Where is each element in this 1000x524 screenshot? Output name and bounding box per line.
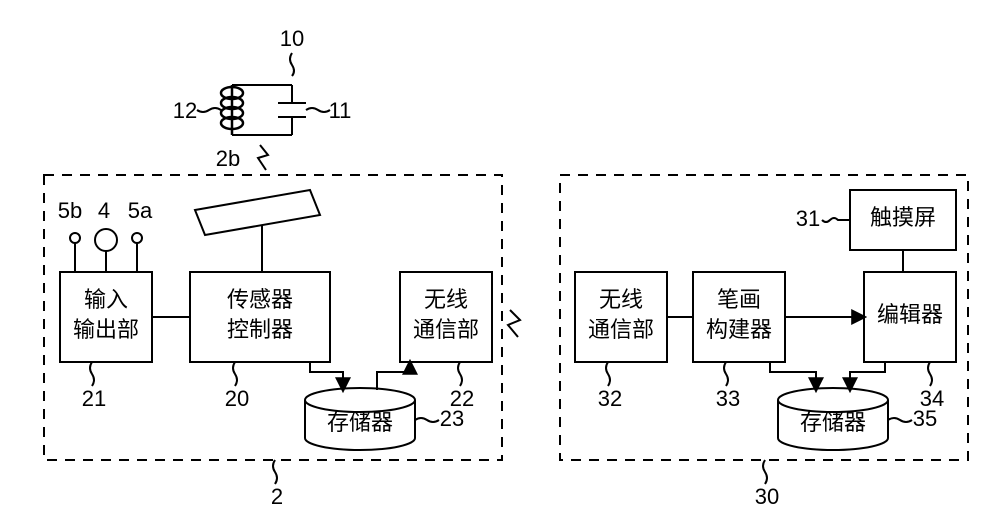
ref-32: 32 (598, 386, 622, 411)
capacitor-icon (278, 85, 306, 135)
ref-35: 35 (913, 406, 937, 431)
wcom1-l2: 通信部 (413, 317, 479, 342)
io-label2: 输出部 (73, 317, 139, 342)
ref-4: 4 (98, 198, 110, 223)
rf-link-top (258, 145, 268, 170)
ref-5b: 5b (58, 198, 82, 223)
ref-31: 31 (796, 206, 820, 231)
io-label1: 输入 (84, 287, 128, 312)
sensor-l1: 传感器 (227, 287, 293, 312)
mem1-label: 存储器 (327, 410, 393, 435)
link-editor-mem2 (850, 362, 885, 390)
lead-10 (290, 53, 294, 76)
editor-label: 编辑器 (877, 302, 943, 327)
stroke-l2: 构建器 (706, 317, 772, 342)
antenna-icon (195, 190, 320, 235)
inductor-icon (221, 85, 243, 135)
stroke-l1: 笔画 (717, 287, 761, 312)
rf-link-mid (508, 310, 520, 337)
ref-10: 10 (280, 26, 304, 51)
ref-2b: 2b (216, 146, 240, 171)
link-mem-wcom1 (377, 362, 410, 390)
ref-5a: 5a (128, 198, 153, 223)
lead-12 (197, 108, 221, 112)
ref-30: 30 (755, 484, 779, 509)
lead-11 (306, 108, 330, 112)
sensor-l2: 控制器 (227, 317, 293, 342)
link-sensor-mem (310, 362, 343, 390)
ref-2: 2 (271, 484, 283, 509)
wcom2-l2: 通信部 (588, 317, 654, 342)
ref-33: 33 (716, 386, 740, 411)
ref-12: 12 (173, 98, 197, 123)
mem2-label: 存储器 (800, 410, 866, 435)
link-stroke-mem2 (770, 362, 816, 390)
ref-20: 20 (225, 386, 249, 411)
diagram: 10 12 11 2b 输入 输出部 5b 4 5a 传感器 控制器 无线 通信… (0, 0, 1000, 524)
ref-21: 21 (82, 386, 106, 411)
touch-label: 触摸屏 (870, 205, 936, 230)
ref-23: 23 (440, 406, 464, 431)
wcom2-l1: 无线 (599, 287, 643, 312)
ref-11: 11 (329, 98, 352, 123)
wcom1-l1: 无线 (424, 287, 468, 312)
